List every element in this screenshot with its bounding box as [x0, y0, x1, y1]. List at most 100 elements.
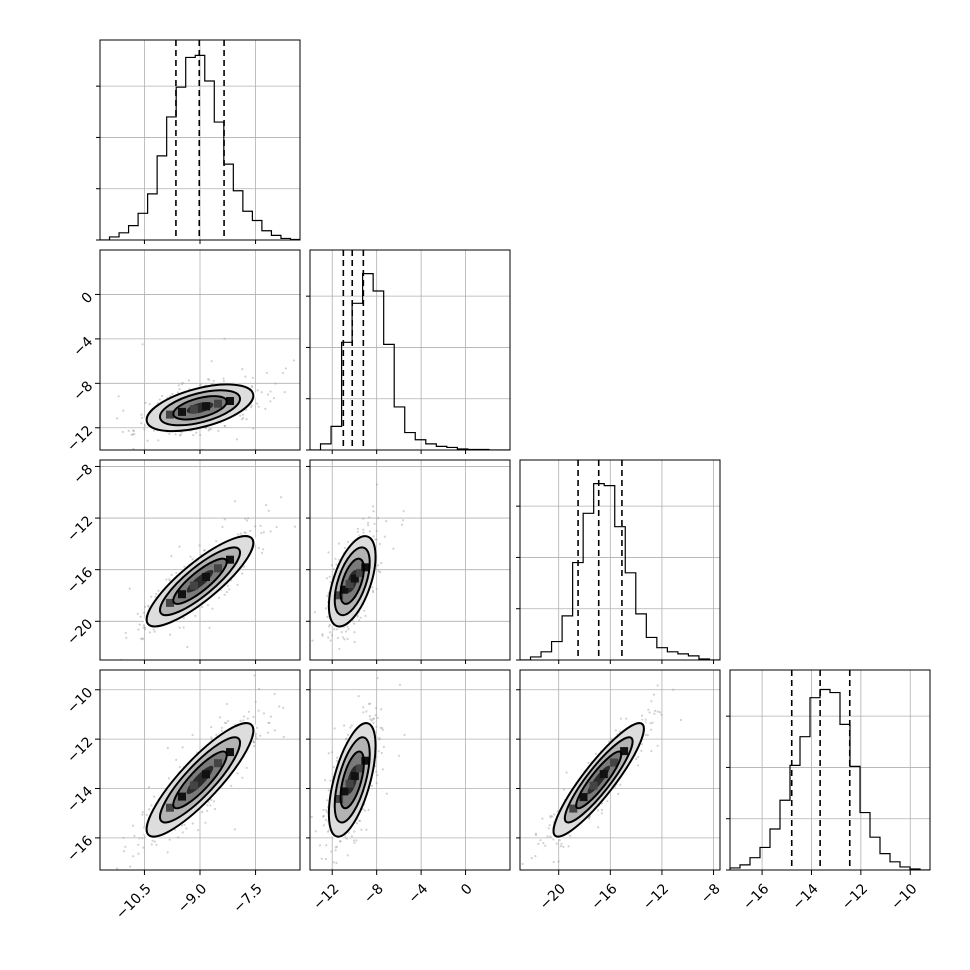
scatter-point [281, 371, 284, 375]
scatter-point [378, 542, 381, 546]
scatter-point [253, 674, 256, 677]
scatter-point [547, 827, 550, 830]
scatter-point [565, 771, 568, 774]
scatter-point [332, 861, 335, 864]
scatter-point [182, 626, 185, 629]
density-cell [226, 748, 234, 757]
scatter-point [125, 636, 128, 639]
scatter-point [189, 555, 192, 558]
x-tick-label: −10 [888, 881, 920, 913]
contour-line [333, 736, 371, 824]
scatter-point [281, 658, 283, 660]
scatter-point [124, 631, 127, 634]
density-cell [361, 563, 370, 572]
y-tick-label: −12 [64, 734, 96, 766]
scatter-point [321, 877, 323, 879]
contour-line [575, 750, 623, 810]
scatter-point [170, 555, 173, 558]
scatter-point [336, 636, 340, 640]
scatter-point [377, 517, 380, 520]
density-cell [190, 405, 198, 414]
scatter-point [372, 591, 375, 594]
x-tick-label: 0 [458, 881, 476, 899]
scatter-point [183, 823, 186, 826]
scatter-point [649, 722, 652, 725]
scatter-point [265, 503, 268, 507]
scatter-point [715, 622, 717, 624]
scatter-point [353, 830, 356, 833]
scatter-point [209, 428, 212, 431]
scatter-point [137, 852, 140, 855]
scatter-point [272, 397, 276, 400]
scatter-point [168, 432, 171, 435]
scatter-point [266, 731, 270, 734]
density-cell [340, 585, 349, 594]
scatter-point [517, 897, 519, 899]
scatter-point [245, 766, 248, 769]
scatter-point [203, 549, 206, 552]
scatter-point [177, 836, 180, 839]
scatter-point [367, 808, 370, 811]
scatter-point [339, 840, 342, 843]
scatter-point [210, 360, 213, 363]
scatter-point [352, 622, 356, 625]
scatter-point [347, 733, 350, 736]
scatter-point [650, 728, 653, 731]
scatter-point [158, 398, 161, 401]
scatter-point [369, 702, 372, 705]
scatter-point [345, 837, 348, 840]
scatter-point [355, 822, 358, 825]
scatter-point [358, 619, 361, 622]
scatter-point [380, 562, 383, 565]
scatter-point [260, 551, 264, 554]
scatter-point [255, 726, 259, 729]
density-cell [190, 781, 198, 790]
scatter-point [383, 535, 386, 538]
scatter-point [330, 850, 333, 853]
scatter-point [150, 595, 153, 598]
scatter-point [531, 872, 533, 874]
scatter-point [265, 371, 268, 374]
scatter-point [336, 756, 339, 759]
scatter-point [258, 687, 261, 690]
scatter-point [636, 764, 640, 767]
scatter-point [138, 623, 141, 626]
scatter-point [635, 757, 638, 761]
scatter-point [241, 413, 244, 416]
scatter-point [553, 813, 556, 816]
scatter-point [259, 524, 262, 527]
scatter-point [122, 836, 125, 839]
scatter-point [223, 424, 226, 427]
scatter-point [257, 546, 260, 550]
scatter-point [144, 401, 147, 404]
density-cell [178, 792, 186, 801]
scatter-point [210, 736, 213, 739]
scatter-point [251, 385, 254, 388]
scatter-point [177, 384, 181, 387]
scatter-point [194, 614, 197, 617]
scatter-point [176, 391, 179, 394]
scatter-point [326, 594, 329, 598]
scatter-point [367, 521, 370, 524]
scatter-point [269, 715, 272, 718]
scatter-point [656, 744, 659, 747]
scatter-point [252, 427, 255, 430]
scatter-point [222, 377, 225, 380]
scatter-point [356, 615, 359, 618]
scatter-point [145, 813, 148, 817]
scatter-point [192, 434, 195, 437]
scatter-point [332, 766, 335, 769]
scatter-point [640, 743, 643, 746]
scatter-point [588, 816, 591, 819]
scatter-point [372, 535, 375, 538]
scatter-point [534, 855, 537, 858]
scatter-point [326, 830, 330, 833]
density-cell [214, 399, 222, 408]
y-tick-label: −12 [64, 513, 96, 545]
scatter-point [398, 683, 402, 686]
density-cell [356, 568, 365, 577]
scatter-point [225, 702, 229, 706]
scatter-point [321, 633, 324, 636]
contour-line [145, 383, 255, 433]
